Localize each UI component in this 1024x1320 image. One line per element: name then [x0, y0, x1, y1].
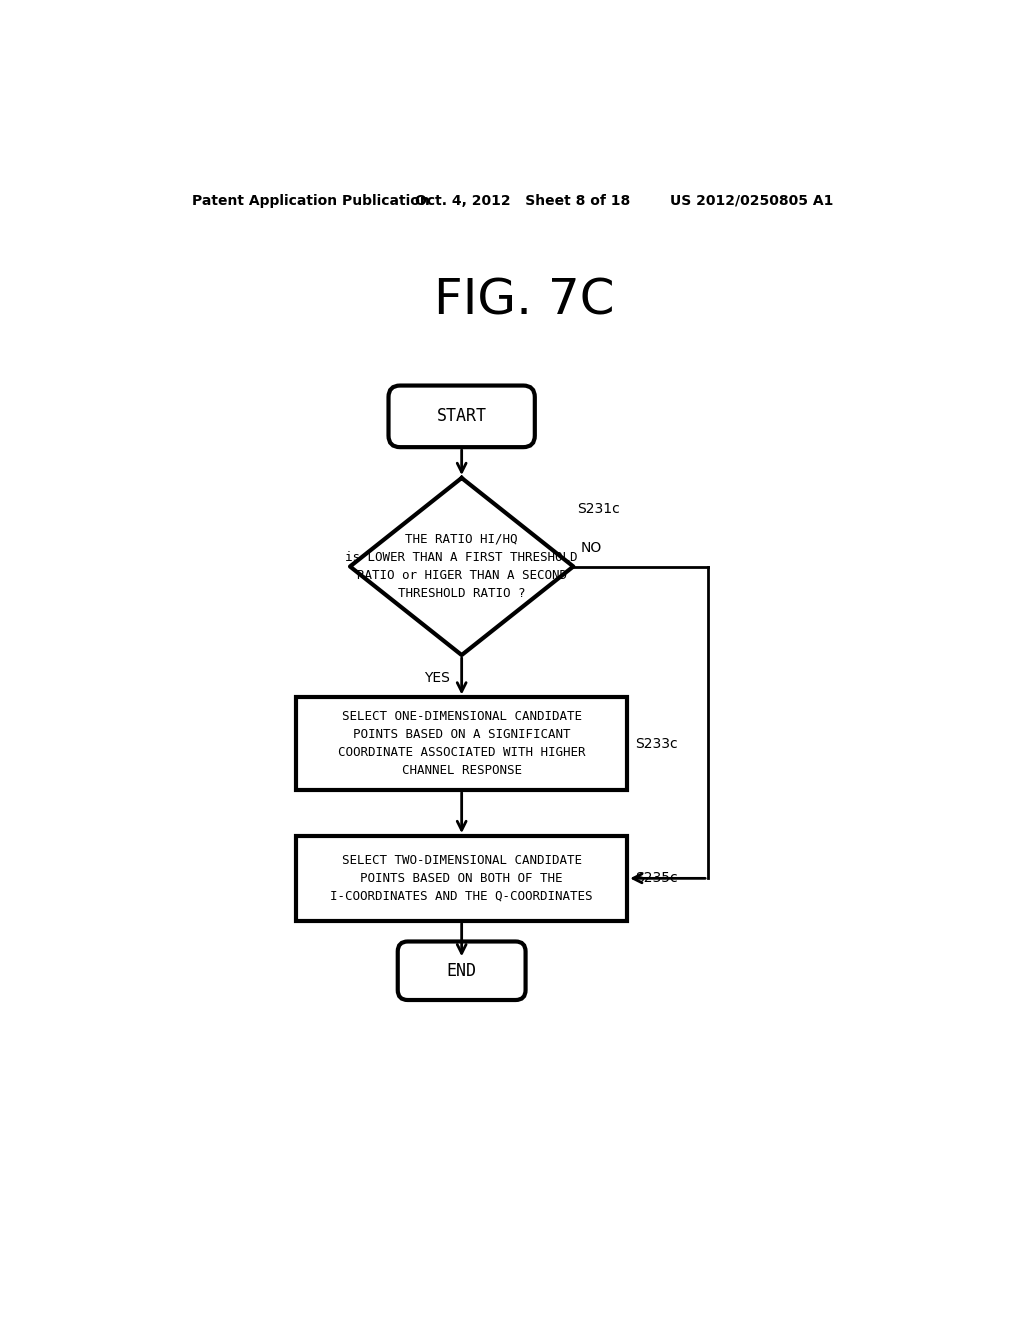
Bar — [296, 697, 628, 789]
Text: NO: NO — [581, 541, 602, 554]
Text: FIG. 7C: FIG. 7C — [434, 277, 615, 325]
Text: YES: YES — [424, 671, 451, 685]
Text: Patent Application Publication: Patent Application Publication — [193, 194, 430, 207]
Text: START: START — [436, 408, 486, 425]
Text: S235c: S235c — [635, 871, 678, 886]
FancyBboxPatch shape — [388, 385, 535, 447]
Text: S233c: S233c — [635, 737, 678, 751]
FancyBboxPatch shape — [397, 941, 525, 1001]
Text: SELECT ONE-DIMENSIONAL CANDIDATE
POINTS BASED ON A SIGNIFICANT
COORDINATE ASSOCI: SELECT ONE-DIMENSIONAL CANDIDATE POINTS … — [338, 710, 586, 777]
Text: S231c: S231c — [578, 502, 620, 516]
Text: END: END — [446, 962, 476, 979]
Text: Oct. 4, 2012   Sheet 8 of 18: Oct. 4, 2012 Sheet 8 of 18 — [416, 194, 631, 207]
Text: THE RATIO HI/HQ
is LOWER THAN A FIRST THRESHOLD
RATIO or HIGER THAN A SECOND
THR: THE RATIO HI/HQ is LOWER THAN A FIRST TH… — [345, 533, 578, 601]
Bar — [296, 836, 628, 921]
Text: SELECT TWO-DIMENSIONAL CANDIDATE
POINTS BASED ON BOTH OF THE
I-COORDINATES AND T: SELECT TWO-DIMENSIONAL CANDIDATE POINTS … — [331, 854, 593, 903]
Text: US 2012/0250805 A1: US 2012/0250805 A1 — [670, 194, 833, 207]
